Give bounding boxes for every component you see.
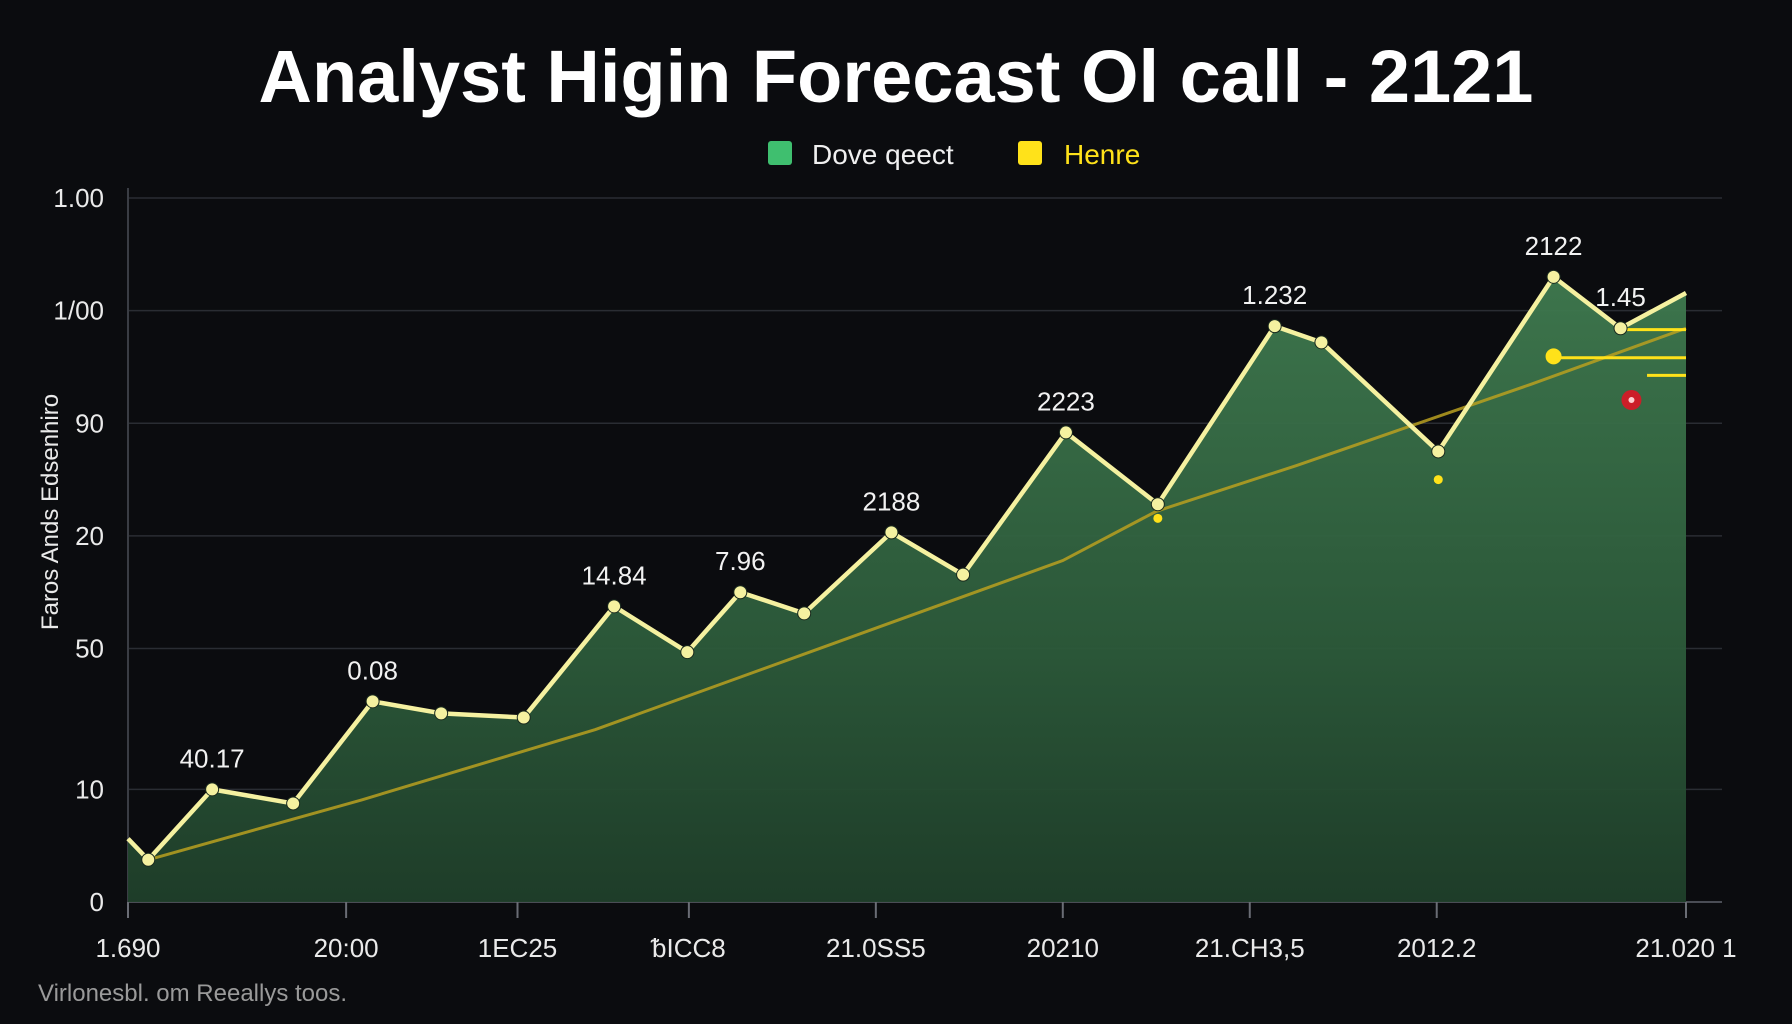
chart-title: Analyst Higin Forecast Ol call - 2121	[259, 35, 1534, 118]
x-tick-labels: 1.690 20:00 1EC25 ᵬICC8 21.0SS5 20210 21.CH3,5…	[95, 933, 1736, 963]
marker-layer	[141, 269, 1642, 867]
data-label: 2188	[862, 486, 920, 516]
x-tick-label: 20:00	[314, 933, 379, 963]
y-tick-label: 1.00	[53, 183, 104, 213]
data-point	[434, 706, 449, 721]
x-tick-label: 20210	[1027, 933, 1099, 963]
x-tick-label: 21.020 1	[1635, 933, 1736, 963]
data-label: 14.84	[582, 560, 647, 590]
outlier-marker-center	[1628, 397, 1635, 404]
data-point	[1613, 321, 1628, 336]
data-point	[733, 585, 748, 600]
data-point	[516, 710, 531, 725]
y-tick-labels: 0 10 50 20 90 1/00 1.00	[53, 183, 104, 917]
data-point	[884, 525, 899, 540]
data-point	[1058, 425, 1073, 440]
legend-swatch-henre	[1018, 141, 1042, 165]
label-layer: 40.17 0.08 14.84 7.96 2188 2223 1.232 2122 1.45	[180, 231, 1646, 774]
x-tick-label: 1EC25	[478, 933, 558, 963]
y-tick-label: 1/00	[53, 296, 104, 326]
data-point	[1267, 319, 1282, 334]
trend-layer	[147, 326, 1687, 862]
y-tick-label: 20	[75, 521, 104, 551]
data-point	[680, 645, 695, 660]
trend-line-henre	[147, 326, 1687, 862]
y-axis-label: Faros Ands Edsenhiro	[37, 394, 64, 630]
data-point	[607, 599, 622, 614]
data-label: 1.45	[1595, 282, 1646, 312]
footer-note: Virlonesbl. om Reeallys toos.	[38, 980, 347, 1007]
x-tick-label: 1.690	[95, 933, 160, 963]
x-tick-label: 21.CH3,5	[1195, 933, 1305, 963]
y-tick-label: 0	[90, 887, 104, 917]
henre-marker	[1545, 348, 1562, 365]
legend: Dove qeect Henre	[768, 139, 1140, 170]
x-tick-label: 2012.2	[1397, 933, 1477, 963]
legend-label-henre: Henre	[1064, 139, 1140, 170]
data-point	[286, 796, 301, 811]
data-point	[205, 782, 220, 797]
y-tick-label: 90	[75, 408, 104, 438]
y-tick-label: 50	[75, 634, 104, 664]
henre-marker	[1433, 475, 1443, 485]
data-label: 0.08	[347, 655, 398, 685]
data-point	[1431, 444, 1446, 459]
data-point	[1546, 269, 1561, 284]
data-point	[1150, 497, 1165, 512]
data-label: 2223	[1037, 386, 1095, 416]
legend-swatch-dove-qeect	[768, 141, 792, 165]
data-label: 2122	[1525, 231, 1583, 261]
data-label: 40.17	[180, 743, 245, 773]
data-point	[141, 852, 156, 867]
data-label: 1.232	[1242, 280, 1307, 310]
data-point	[365, 694, 380, 709]
legend-label-dove-qeect: Dove qeect	[812, 139, 954, 170]
data-label: 7.96	[715, 546, 766, 576]
area-layer	[128, 276, 1686, 902]
data-point	[797, 606, 812, 621]
x-tick-label: 21.0SS5	[826, 933, 926, 963]
x-tick-label: ᵬICC8	[650, 933, 726, 963]
data-point	[1314, 335, 1329, 350]
henre-marker	[1153, 513, 1163, 523]
y-tick-label: 10	[75, 774, 104, 804]
data-point	[956, 567, 971, 582]
area-fill-dove-qeect	[128, 276, 1686, 902]
